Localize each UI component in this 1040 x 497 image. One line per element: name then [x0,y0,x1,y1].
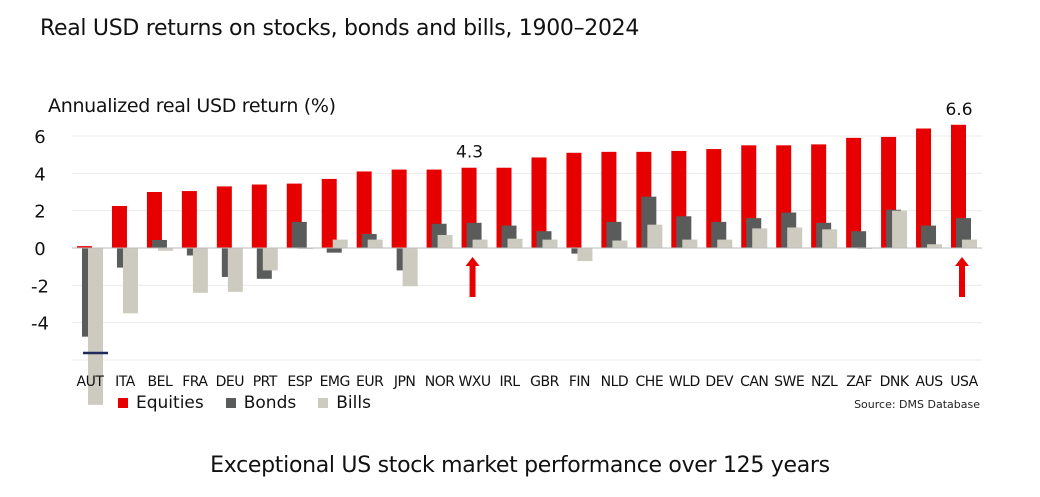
bar-equities-ita [111,205,127,248]
legend-label: Bonds [243,393,297,413]
x-tick-label: AUT [77,374,105,390]
up-arrow-icon [465,257,480,266]
x-tick-label: WXU [458,374,490,390]
bar-equities-zaf [846,137,862,248]
x-tick-label: FIN [569,374,590,390]
bar-bills-dnk [892,210,908,248]
bar-equities-aus [916,128,932,248]
bar-equities-bel [146,191,162,248]
bar-equities-emg [321,178,337,248]
bar-bonds-zaf [851,231,867,248]
x-tick-label: USA [950,374,978,390]
x-tick-label: SWE [774,374,804,390]
x-tick-label: ITA [115,374,136,390]
bar-bills-ita [122,248,138,314]
bar-equities-usa [951,124,966,248]
legend-bills: Bills [318,393,371,413]
bar-bills-nzl [822,229,838,248]
x-tick-label: CHE [636,374,664,390]
legend-label: Bills [336,393,371,413]
legend-label: Equities [136,393,204,413]
bar-bills-che [647,224,663,248]
bar-bills-irl [507,238,523,248]
x-tick-label: PRT [253,374,278,390]
bar-bills-jpn [402,248,418,287]
bar-bills-dev [717,239,733,248]
bar-equities-fin [566,152,582,248]
bar-equities-gbr [531,157,547,248]
bar-bonds-esp [291,221,307,248]
y-tick-label: 4 [34,164,45,185]
bar-bills-nld [612,240,628,248]
y-tick-label: 0 [34,239,45,260]
x-tick-label: DEV [705,374,734,390]
bar-bills-can [752,228,768,248]
x-tick-label: GBR [530,374,559,390]
source-note: Source: DMS Database [854,398,980,411]
bar-bills-wxu [472,239,488,248]
up-arrow-icon [955,257,969,266]
legend-bonds: Bonds [225,393,297,413]
bar-equities-aut [77,246,92,248]
data-label: 6.6 [945,100,972,120]
bar-bonds-emg [326,248,342,253]
x-tick-label: IRL [499,374,520,390]
x-tick-label: BEL [148,374,173,390]
data-label: 4.3 [456,143,483,163]
bar-bills-prt [262,248,278,271]
bar-bills-swe [787,227,803,248]
bar-bills-nor [437,234,453,248]
bar-equities-fra [181,191,197,248]
bar-equities-deu [216,186,232,248]
x-tick-label: CAN [740,374,768,390]
x-tick-label: WLD [669,374,700,390]
y-axis-label: Annualized real USD return (%) [48,95,336,117]
x-tick-label: FRA [182,374,208,390]
y-tick-label: 6 [34,127,45,148]
bar-bills-fra [192,248,208,293]
legend-equities: Equities [118,393,204,413]
x-tick-label: NLD [601,374,629,390]
x-tick-label: AUS [915,374,943,390]
chart-title: Real USD returns on stocks, bonds and bi… [40,16,640,41]
y-tick-label: -4 [31,314,49,335]
x-tick-label: DNK [880,374,910,390]
bar-bonds-bel [151,239,167,248]
bar-bills-fin [577,248,593,262]
legend-swatch-equities [118,398,128,408]
bar-bills-usa [962,239,977,248]
x-tick-label: JPN [393,374,416,390]
bar-equities-jpn [391,169,407,248]
x-tick-label: NZL [811,374,838,390]
x-tick-label: EUR [356,374,384,390]
arrow-shaft [959,265,965,297]
bar-bills-deu [227,248,243,292]
bar-bonds-aus [921,225,937,248]
y-tick-label: -2 [31,276,49,297]
bar-bills-gbr [542,239,558,248]
caption: Exceptional US stock market performance … [210,453,830,478]
bar-equities-prt [251,184,267,248]
bar-bills-eur [367,239,383,248]
legend-swatch-bills [318,398,329,408]
bar-bills-bel [157,248,173,251]
bar-equities-eur [356,171,372,248]
x-tick-label: NOR [425,374,455,390]
y-tick-label: 2 [34,202,45,223]
bar-bills-emg [332,239,348,248]
legend-swatch-bonds [225,398,236,408]
bar-bills-aut [88,248,103,405]
legend: Equities Bonds Bills [118,393,371,413]
bar-bills-aus [927,244,943,248]
bar-bills-wld [682,239,698,248]
arrow-shaft [469,265,476,297]
x-tick-label: ESP [287,374,312,390]
x-tick-label: EMG [320,374,350,390]
bar-equities-nzl [811,144,827,248]
x-tick-label: ZAF [846,374,872,390]
x-tick-label: DEU [216,374,245,390]
